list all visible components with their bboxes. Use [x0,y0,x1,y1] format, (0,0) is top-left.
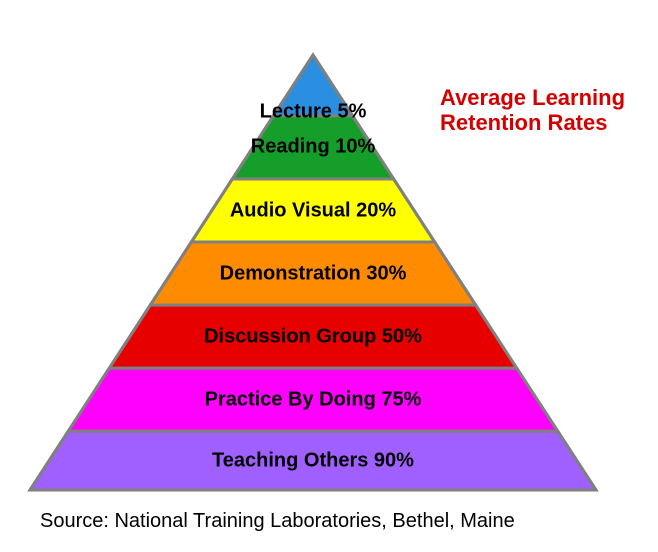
learning-pyramid-stage: Lecture 5% Reading 10% Audio Visual 20% Dem… [0,0,658,552]
pyramid-layer-label: Lecture 5% [260,100,367,123]
pyramid-layer-label: Demonstration 30% [220,262,407,285]
pyramid-layer-label: Reading 10% [251,136,375,159]
chart-title: Average Learning Retention Rates [440,85,625,136]
pyramid-layer-label: Practice By Doing 75% [205,388,422,411]
pyramid-layer-label: Teaching Others 90% [212,449,414,472]
pyramid-layer-label: Discussion Group 50% [204,325,422,348]
source-caption: Source: National Training Laboratories, … [40,510,515,533]
pyramid-layer-label: Audio Visual 20% [230,199,396,222]
